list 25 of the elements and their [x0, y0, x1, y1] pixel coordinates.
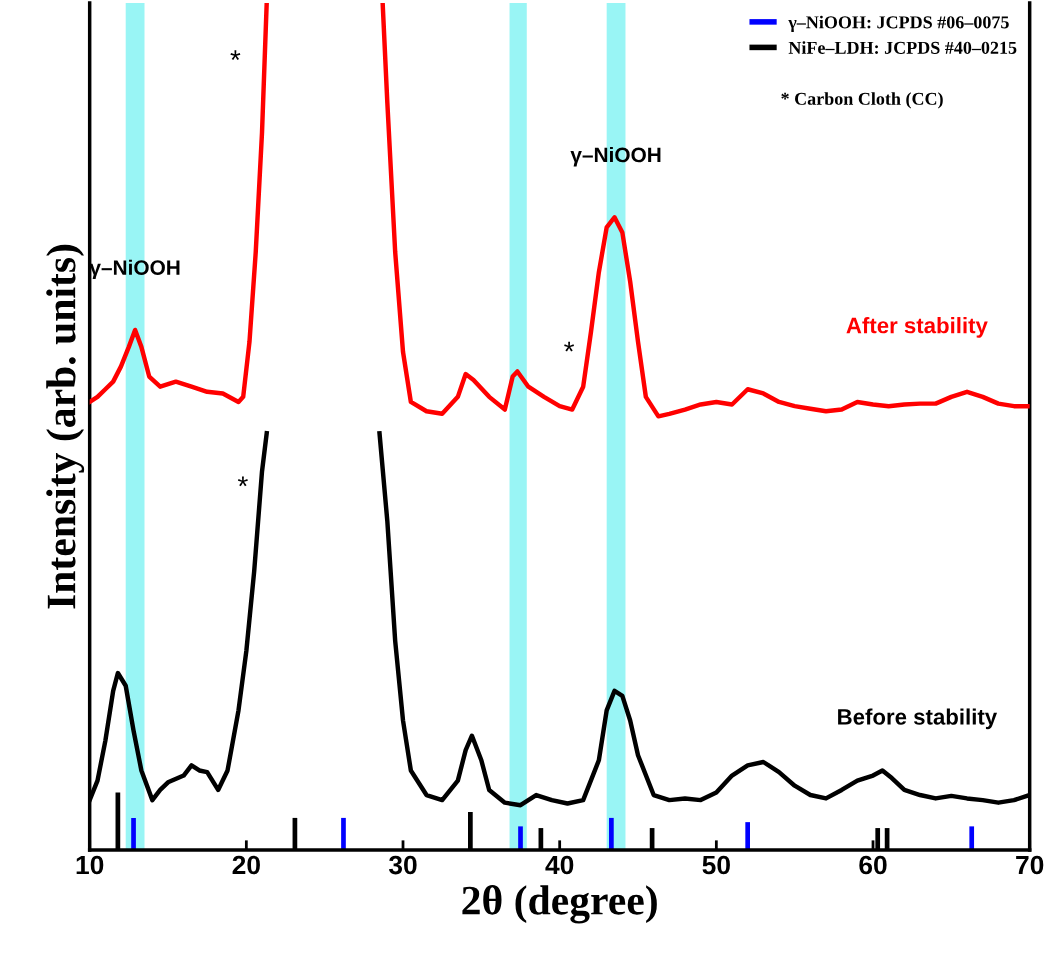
bar	[969, 826, 975, 851]
bar	[341, 817, 346, 851]
x-axis-title: 2θ (degree)	[462, 885, 657, 924]
bar	[131, 817, 136, 851]
bar	[745, 822, 751, 851]
x-tick-label: 40	[545, 855, 574, 875]
bar	[609, 817, 614, 851]
legend-label: NiFe–LDH: JCPDS #40–0215	[788, 41, 1017, 54]
x-tick-label: 20	[232, 855, 260, 875]
annotation: *	[237, 476, 248, 487]
annotation: * Carbon Cloth (CC)	[781, 92, 943, 109]
x-tick-label: 10	[76, 855, 104, 875]
annotation: *	[564, 341, 575, 352]
band-label: γ–NiOOH	[570, 147, 661, 167]
x-tick-label: 70	[1016, 855, 1044, 875]
y-axis-title: Intensity (arb. units)	[46, 244, 85, 609]
band-label: γ–NiOOH	[89, 259, 180, 280]
text: After stability	[846, 317, 988, 338]
text: Before stability	[838, 708, 998, 730]
x-tick-label: 50	[702, 855, 730, 875]
bar	[518, 826, 523, 851]
x-tick-label: 30	[388, 855, 417, 875]
x-tick-label: 60	[859, 855, 887, 875]
annotation: *	[230, 50, 241, 61]
legend-label: γ–NiOOH: JCPDS #06–0075	[788, 15, 1009, 33]
